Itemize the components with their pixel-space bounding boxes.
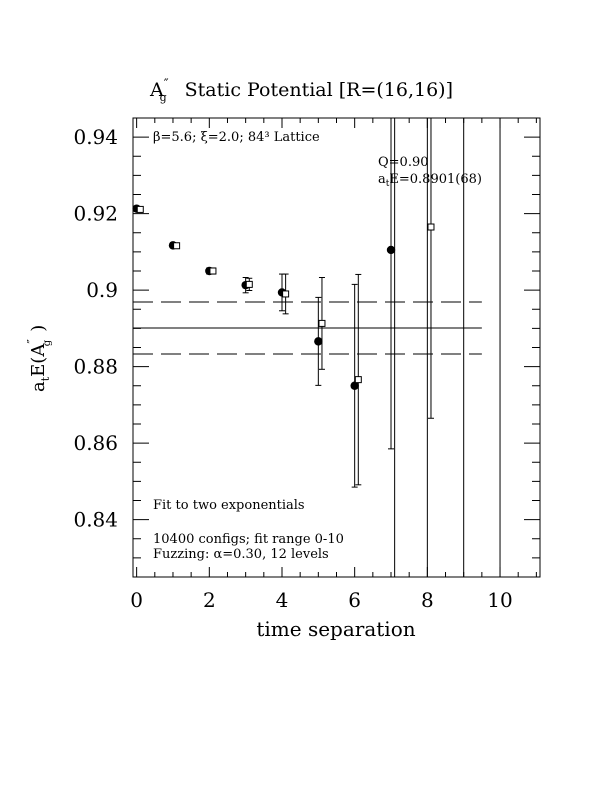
y-tick-label: 0.84 — [73, 508, 118, 532]
data-point-square — [354, 376, 362, 384]
y-axis-label: atE(A″ g) — [25, 325, 53, 392]
title-prime: ″ — [164, 77, 169, 92]
data-point-square — [173, 242, 181, 250]
data-point-circle — [314, 337, 323, 346]
data-point-circle — [386, 245, 396, 255]
ylabel-close: ) — [28, 325, 49, 332]
annotation-energy: atE=0.8901(68) — [378, 172, 482, 189]
tick-labels: 0 2 4 6 8 10 0.84 0.86 0.88 0.9 0.92 0.94 — [73, 125, 512, 612]
data-point-square — [245, 280, 253, 288]
y-tick-label: 0.86 — [73, 431, 118, 455]
title-symbol: A — [149, 79, 164, 101]
x-axis-label: time separation — [256, 617, 415, 641]
x-tick-label: 6 — [348, 588, 361, 612]
data-point-circle — [350, 381, 359, 390]
annotation-fuzzing: Fuzzing: α=0.30, 12 levels — [153, 547, 329, 562]
data-points — [132, 118, 501, 577]
title-sub: g — [160, 91, 167, 104]
data-point-square — [318, 319, 326, 327]
fit-lines — [133, 301, 482, 355]
y-tick-label: 0.9 — [86, 278, 118, 302]
chart-title: A″ g Static Potential [R=(16,16)] — [149, 77, 453, 104]
title-main: Static Potential [R=(16,16)] — [185, 79, 453, 101]
y-tick-label: 0.94 — [73, 125, 118, 149]
annotation-configs: 10400 configs; fit range 0-10 — [153, 532, 344, 547]
annotation-fit: Fit to two exponentials — [153, 498, 305, 513]
ylabel-sub2: g — [42, 339, 53, 346]
y-tick-label: 0.88 — [73, 355, 118, 379]
x-tick-label: 2 — [203, 588, 216, 612]
data-point-square — [209, 267, 217, 275]
data-point-square — [282, 290, 290, 298]
annotation-lattice: β=5.6; ξ=2.0; 84³ Lattice — [153, 130, 320, 145]
data-point-square — [136, 205, 144, 213]
axis-ticks — [133, 117, 540, 577]
energy-sub: t — [386, 179, 390, 189]
data-point-square — [427, 223, 435, 231]
x-tick-label: 4 — [276, 588, 289, 612]
x-tick-label: 0 — [130, 588, 143, 612]
x-tick-label: 10 — [487, 588, 512, 612]
x-tick-label: 8 — [421, 588, 434, 612]
ylabel-rest: E(A — [28, 343, 49, 377]
annotation-q: Q=0.90 — [378, 155, 429, 170]
energy-rest: E=0.8901(68) — [389, 172, 482, 187]
y-tick-label: 0.92 — [73, 202, 118, 226]
ylabel-main: a — [28, 381, 49, 392]
ylabel-sub: t — [39, 376, 52, 381]
ylabel-prime: ″ — [25, 339, 39, 344]
energy-prefix: a — [378, 172, 386, 187]
